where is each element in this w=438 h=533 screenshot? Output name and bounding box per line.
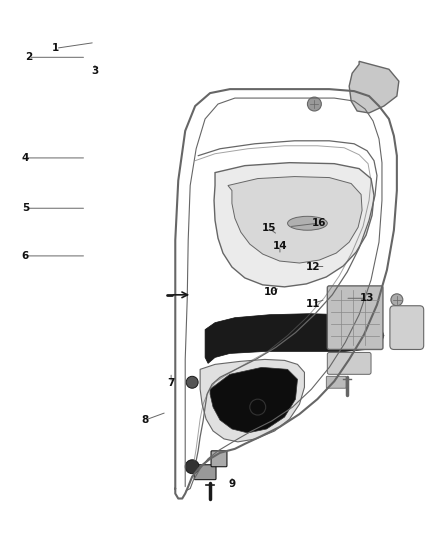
Text: 16: 16 [312,218,326,228]
Circle shape [185,460,199,474]
Text: 12: 12 [305,262,320,271]
FancyBboxPatch shape [326,376,346,388]
Text: 14: 14 [272,241,287,252]
Circle shape [346,352,356,362]
FancyBboxPatch shape [194,465,216,480]
Circle shape [391,294,403,306]
Circle shape [307,97,321,111]
Text: 13: 13 [360,293,374,303]
Polygon shape [228,176,362,263]
Ellipse shape [288,216,327,230]
Text: 10: 10 [264,287,279,297]
Text: 3: 3 [92,66,99,76]
Circle shape [186,376,198,388]
Polygon shape [214,163,374,287]
Text: 4: 4 [21,153,29,163]
Text: 1: 1 [52,43,60,53]
Text: 5: 5 [22,203,29,213]
FancyBboxPatch shape [327,286,383,350]
Polygon shape [210,367,297,433]
Text: 8: 8 [141,415,148,425]
Text: 9: 9 [229,479,236,489]
Text: 2: 2 [25,52,32,62]
Polygon shape [349,61,399,113]
FancyBboxPatch shape [327,352,371,374]
Text: 6: 6 [22,251,29,261]
Text: 7: 7 [167,378,175,388]
Text: 15: 15 [262,223,276,233]
Text: 11: 11 [305,298,320,309]
Polygon shape [205,314,384,364]
FancyBboxPatch shape [211,451,227,467]
Polygon shape [200,359,304,442]
FancyBboxPatch shape [390,306,424,350]
